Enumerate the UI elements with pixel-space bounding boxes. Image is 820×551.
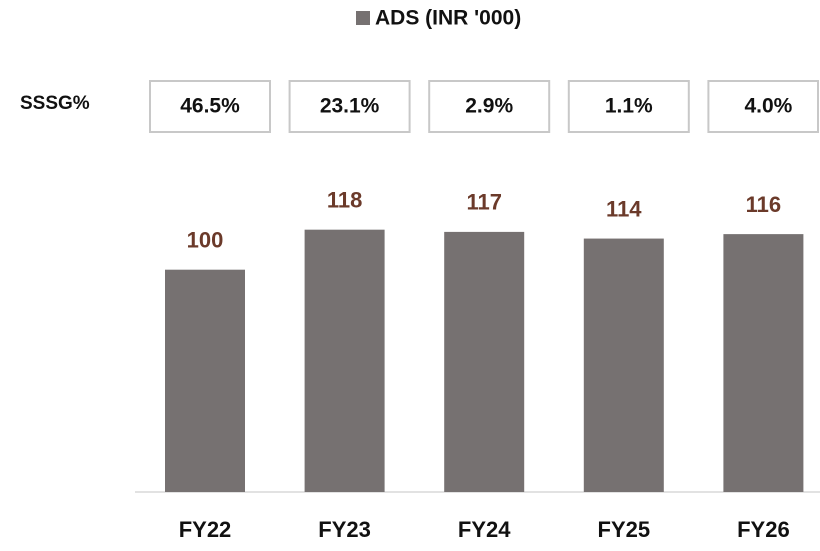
legend-label: ADS (INR '000)	[375, 7, 521, 30]
annotation-value: 23.1%	[320, 95, 380, 118]
annotation-value: 4.0%	[744, 95, 792, 118]
annotation-box	[567, 80, 690, 133]
bar	[165, 269, 245, 492]
x-tick-label: FY22	[179, 517, 232, 542]
x-tick-label: FY26	[737, 517, 790, 542]
bar	[444, 231, 525, 492]
x-tick-label: FY25	[598, 517, 651, 542]
bar	[583, 238, 664, 492]
annotation-value: 46.5%	[180, 95, 240, 118]
data-label: 100	[187, 228, 224, 253]
bar	[723, 234, 804, 492]
annotation-box	[288, 80, 411, 133]
x-tick-label: FY23	[318, 517, 371, 542]
x-tick-label: FY24	[458, 517, 511, 542]
data-label: 117	[466, 190, 502, 215]
annotation-box	[149, 80, 271, 133]
annotation-value: 1.1%	[605, 95, 653, 118]
annotation-value: 2.9%	[465, 95, 513, 118]
data-label: 116	[746, 192, 782, 217]
bar	[304, 229, 385, 492]
annotation-box	[707, 80, 820, 133]
annotation-box	[428, 80, 551, 133]
legend-swatch	[356, 11, 370, 25]
data-label: 118	[327, 187, 363, 212]
annotation-row-label: SSSG%	[20, 93, 90, 114]
data-label: 114	[606, 196, 642, 221]
